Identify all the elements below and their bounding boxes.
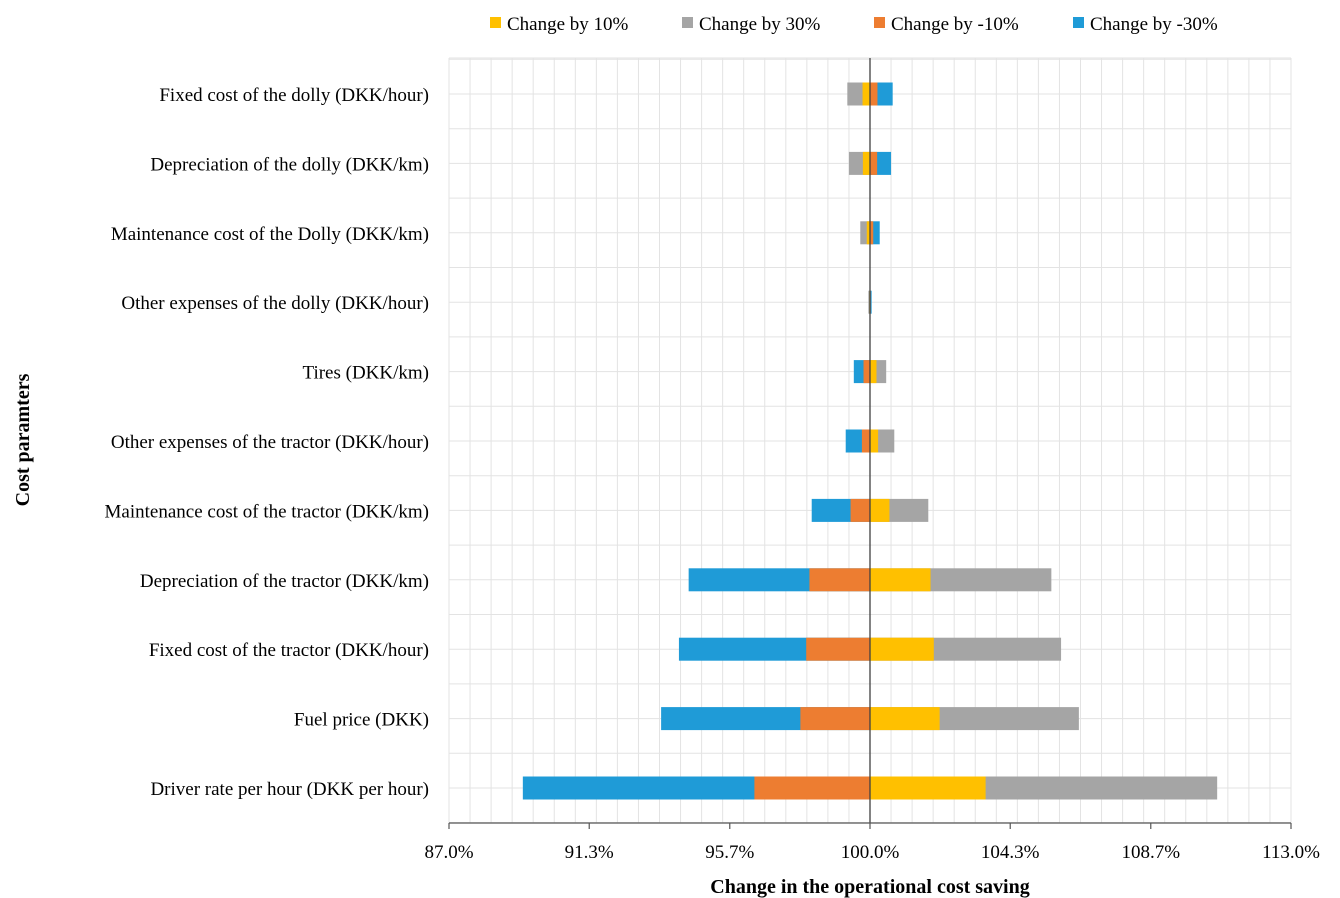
category-label: Driver rate per hour (DKK per hour) — [150, 779, 429, 800]
legend-swatch — [1073, 17, 1084, 28]
bar-change-by-10 — [809, 568, 870, 592]
x-tick-label: 91.3% — [565, 842, 614, 863]
x-axis-title: Change in the operational cost saving — [710, 876, 1029, 898]
bar-change-by-10 — [870, 637, 934, 661]
bar-change-by-10 — [866, 221, 870, 245]
bar-change-by-10 — [870, 707, 940, 731]
bar-change-by-10 — [870, 429, 879, 453]
legend-label: Change by 30% — [699, 14, 821, 35]
category-label: Fuel price (DKK) — [294, 710, 429, 731]
bar-change-by-10 — [862, 151, 870, 175]
category-label: Tires (DKK/km) — [303, 363, 430, 384]
bar-change-by-10 — [870, 776, 986, 800]
bar-change-by-30 — [868, 290, 870, 314]
category-label: Other expenses of the dolly (DKK/hour) — [121, 293, 429, 314]
axis-layer — [448, 58, 1292, 829]
bar-change-by-10 — [870, 568, 931, 592]
grid-layer — [448, 57, 1292, 824]
bar-change-by-30 — [860, 221, 870, 245]
bar-change-by-10 — [863, 360, 870, 384]
bar-change-by-10 — [870, 151, 878, 175]
legend-swatch — [874, 17, 885, 28]
bar-change-by-10 — [870, 498, 890, 522]
bar-change-by-10 — [850, 498, 870, 522]
category-label: Depreciation of the dolly (DKK/km) — [150, 154, 429, 175]
legend-swatch — [682, 17, 693, 28]
legend: Change by 10% Change by 30% Change by -10%… — [490, 14, 1218, 35]
x-tick-label: 87.0% — [424, 842, 473, 863]
bar-change-by-10 — [754, 776, 870, 800]
bar-change-by-10 — [870, 360, 877, 384]
bar-change-by-30 — [870, 290, 872, 314]
y-axis-title: Cost paramters — [12, 373, 34, 506]
category-label: Depreciation of the tractor (DKK/km) — [140, 571, 429, 592]
x-tick-label: 108.7% — [1121, 842, 1180, 863]
bar-change-by-10 — [870, 82, 878, 106]
category-label: Maintenance cost of the tractor (DKK/km) — [105, 501, 429, 522]
x-tick-label: 100.0% — [841, 842, 900, 863]
x-tick-label: 104.3% — [981, 842, 1040, 863]
category-label: Maintenance cost of the Dolly (DKK/km) — [111, 224, 429, 245]
bar-change-by-30 — [870, 221, 880, 245]
bar-change-by-10 — [870, 221, 874, 245]
x-tick-label: 95.7% — [705, 842, 754, 863]
legend-label: Change by 10% — [507, 14, 629, 35]
category-label: Fixed cost of the tractor (DKK/hour) — [149, 640, 429, 661]
category-label: Fixed cost of the dolly (DKK/hour) — [159, 85, 429, 106]
bar-change-by-10 — [800, 707, 870, 731]
legend-label: Change by -10% — [891, 14, 1019, 35]
bar-change-by-10 — [862, 82, 870, 106]
legend-label: Change by -30% — [1090, 14, 1218, 35]
label-layer: 87.0% 91.3% 95.7% 100.0% 104.3% 108.7% 113.0% F… — [105, 85, 1321, 863]
category-label: Other expenses of the tractor (DKK/hour) — [111, 432, 429, 453]
x-tick-label: 113.0% — [1262, 842, 1320, 863]
bar-change-by-10 — [861, 429, 870, 453]
bar-change-by-10 — [806, 637, 870, 661]
bar-layer — [522, 82, 1218, 800]
legend-swatch — [490, 17, 501, 28]
